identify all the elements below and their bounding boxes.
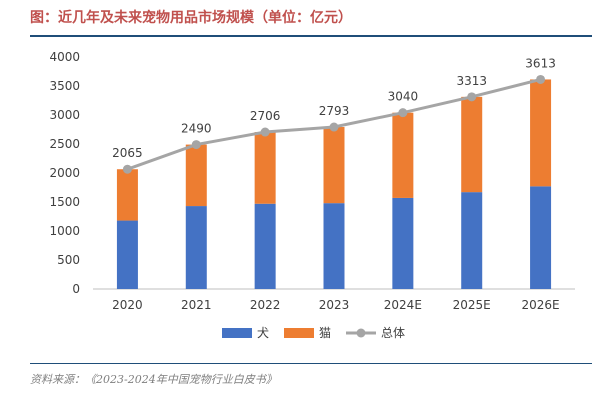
y-tick-label: 0 xyxy=(72,282,80,296)
total-point xyxy=(260,127,270,137)
legend-label: 犬 xyxy=(257,326,269,340)
bar-cat xyxy=(185,144,207,207)
y-tick-label: 3000 xyxy=(49,108,80,122)
bar-cat xyxy=(530,79,552,187)
total-point xyxy=(467,92,477,102)
bar-cat xyxy=(254,132,276,204)
total-data-label: 3040 xyxy=(388,90,419,104)
x-tick-label: 2020 xyxy=(112,298,143,312)
y-tick-label: 500 xyxy=(57,253,80,267)
y-tick-label: 2500 xyxy=(49,137,80,151)
legend-swatch-dog xyxy=(222,328,252,338)
x-axis-ticks: 2020 2021 2022 2023 2024E 2025E 2026E xyxy=(112,298,559,312)
total-data-label: 2706 xyxy=(250,109,281,123)
title-divider xyxy=(30,35,592,37)
total-data-label: 2793 xyxy=(319,104,350,118)
y-tick-label: 3500 xyxy=(49,79,80,93)
total-data-label: 2490 xyxy=(181,122,212,136)
footer-divider xyxy=(30,363,592,364)
bar-dog xyxy=(530,186,552,289)
total-point xyxy=(191,140,201,150)
total-line-group: 2065 2490 2706 2793 3040 3313 3613 xyxy=(112,56,556,174)
y-tick-label: 1000 xyxy=(49,224,80,238)
bar-cat xyxy=(461,96,483,193)
total-point xyxy=(536,74,546,84)
bar-dog xyxy=(461,192,483,289)
y-tick-label: 2000 xyxy=(49,166,80,180)
source-note: 资料来源：《2023-2024年中国宠物行业白皮书》 xyxy=(30,373,277,386)
bar-dog xyxy=(254,203,276,289)
total-data-label: 3313 xyxy=(456,74,487,88)
y-axis-ticks: 0 500 1000 1500 2000 2500 3000 3500 4000 xyxy=(49,50,80,296)
x-tick-label: 2022 xyxy=(250,298,281,312)
chart-title: 图：近几年及未来宠物用品市场规模（单位：亿元） xyxy=(30,10,352,26)
total-data-label: 2065 xyxy=(112,146,143,160)
bar-dog xyxy=(116,220,138,289)
x-tick-label: 2024E xyxy=(384,298,422,312)
legend-label: 总体 xyxy=(381,326,405,340)
bar-dog xyxy=(185,206,207,289)
bars-group xyxy=(116,79,552,289)
bar-dog xyxy=(323,203,345,289)
total-point xyxy=(329,122,339,132)
x-tick-label: 2021 xyxy=(181,298,212,312)
legend-swatch-cat xyxy=(284,328,314,338)
x-tick-label: 2026E xyxy=(522,298,560,312)
bar-cat xyxy=(116,169,138,221)
x-tick-label: 2023 xyxy=(319,298,350,312)
x-tick-label: 2025E xyxy=(453,298,491,312)
y-tick-label: 4000 xyxy=(49,50,80,64)
bar-cat xyxy=(323,127,345,204)
legend: 犬 猫 总体 xyxy=(222,326,405,340)
legend-label: 猫 xyxy=(319,326,331,340)
bar-cat xyxy=(392,112,414,198)
total-point xyxy=(398,108,408,118)
bar-dog xyxy=(392,197,414,289)
legend-marker-total xyxy=(356,328,366,338)
total-point xyxy=(122,164,132,174)
total-data-label: 3613 xyxy=(525,56,556,70)
y-tick-label: 1500 xyxy=(49,195,80,209)
